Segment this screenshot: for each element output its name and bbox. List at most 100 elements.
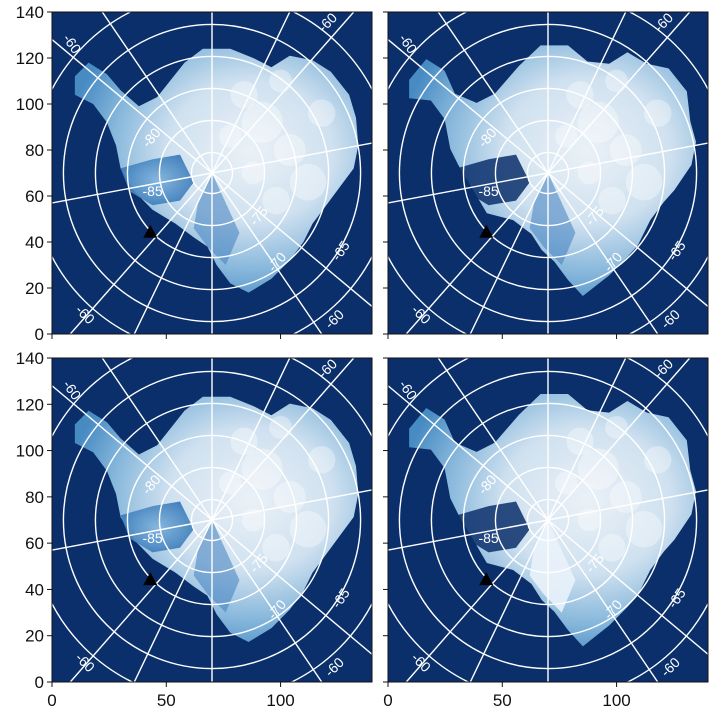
station-marker xyxy=(479,224,494,238)
y-tick-label: 0 xyxy=(35,673,44,692)
meridian-line xyxy=(211,172,372,307)
axes-frame xyxy=(51,11,373,335)
sector-shading xyxy=(193,173,240,265)
sector-shading xyxy=(529,520,576,613)
y-tick-label: 140 xyxy=(16,349,44,368)
meridian-line xyxy=(437,12,549,174)
meridian-line xyxy=(388,172,549,204)
y-tick-label: 20 xyxy=(25,627,44,646)
meridian-line xyxy=(101,12,213,174)
meridian-line xyxy=(547,489,708,521)
meridian-line xyxy=(388,39,549,174)
x-tick-label: 100 xyxy=(602,691,630,710)
y-tick-label: 100 xyxy=(16,442,44,461)
ice-texture-blob xyxy=(609,134,642,166)
meridian-line xyxy=(133,172,213,334)
meridian-line xyxy=(211,142,372,174)
ice-texture-blob xyxy=(289,163,327,201)
y-tick-label: 0 xyxy=(35,325,44,344)
axes-frame xyxy=(387,11,709,335)
meridian-line xyxy=(547,12,627,174)
meridian-line xyxy=(211,489,372,521)
x-tick-label: 0 xyxy=(47,691,56,710)
ice-texture-blob xyxy=(625,510,663,548)
ice-shelf-region xyxy=(456,501,530,553)
ice-texture-blob xyxy=(241,448,283,490)
sector-shading xyxy=(193,520,240,613)
sector-shading xyxy=(529,173,576,265)
meridian-line xyxy=(211,172,323,334)
meridian-line xyxy=(547,358,691,521)
latitude-label: -85 xyxy=(478,183,498,199)
y-tick-label: 20 xyxy=(25,279,44,298)
meridian-line xyxy=(101,358,213,521)
axes-frame xyxy=(387,357,709,683)
meridian-line xyxy=(388,519,549,551)
meridian-line xyxy=(388,385,549,521)
ice-texture-blob xyxy=(577,508,601,532)
x-tick-label: 50 xyxy=(157,691,176,710)
meridian-line xyxy=(469,519,549,682)
latitude-label: -85 xyxy=(142,530,162,546)
meridian-line xyxy=(547,358,627,521)
ice-shelf-region xyxy=(120,501,194,553)
meridian-line xyxy=(52,39,213,174)
ice-texture-blob xyxy=(644,99,672,127)
y-tick-label: 60 xyxy=(25,534,44,553)
ice-texture-blob xyxy=(262,186,290,215)
continent-field xyxy=(409,45,696,297)
y-tick-label: 40 xyxy=(25,233,44,252)
ice-texture-blob xyxy=(598,186,626,215)
meridian-line xyxy=(211,358,291,521)
y-tick-label: 120 xyxy=(16,395,44,414)
meridian-line xyxy=(69,172,213,334)
meridian-line xyxy=(133,519,213,682)
ice-shelf-region xyxy=(120,154,194,206)
ice-texture-blob xyxy=(577,101,619,143)
y-tick-label: 140 xyxy=(16,3,44,22)
map-panel: -60-60-60 -60-80-85-75-70 -650 50 100 xyxy=(383,357,709,710)
latitude-label: -85 xyxy=(142,183,162,199)
station-marker xyxy=(143,572,158,586)
ice-texture-blob xyxy=(289,510,327,548)
meridian-line xyxy=(405,172,549,334)
meridian-line xyxy=(52,519,213,551)
ice-texture-blob xyxy=(273,480,306,513)
meridian-line xyxy=(69,519,213,682)
meridian-line xyxy=(547,12,691,174)
ice-texture-blob xyxy=(644,446,672,474)
latitude-label: -85 xyxy=(478,530,498,546)
meridian-line xyxy=(52,172,213,204)
ice-texture-blob xyxy=(605,416,628,439)
ice-shelf-region xyxy=(456,154,530,206)
ice-texture-blob xyxy=(577,161,601,185)
meridian-line xyxy=(211,12,291,174)
map-panel: -60-60-60 -60-80-85-75-70 -65 xyxy=(383,11,709,339)
y-tick-label: 100 xyxy=(16,95,44,114)
y-tick-label: 80 xyxy=(25,488,44,507)
ice-texture-blob xyxy=(577,448,619,490)
meridian-line xyxy=(547,172,659,334)
ice-texture-blob xyxy=(308,99,336,127)
x-tick-label: 50 xyxy=(493,691,512,710)
x-tick-label: 100 xyxy=(266,691,294,710)
map-panel: -60-60-60 -60-80-85-75-70 -650204060801001… xyxy=(16,3,373,344)
ice-texture-blob xyxy=(609,480,642,513)
y-tick-label: 80 xyxy=(25,141,44,160)
ice-texture-blob xyxy=(308,446,336,474)
meridian-line xyxy=(211,12,355,174)
ice-texture-blob xyxy=(625,163,663,201)
ice-texture-blob xyxy=(598,534,626,562)
map-panel: -60-60-60 -60-80-85-75-70 -650 50 1000204060… xyxy=(16,349,373,710)
ice-texture-blob xyxy=(273,134,306,166)
station-marker xyxy=(479,572,494,586)
meridian-line xyxy=(547,519,659,682)
meridian-line xyxy=(547,172,708,307)
meridian-line xyxy=(211,519,323,682)
meridian-line xyxy=(211,358,355,521)
ice-texture-blob xyxy=(269,416,293,439)
meridian-line xyxy=(405,519,549,682)
x-tick-label: 0 xyxy=(383,691,392,710)
meridian-line xyxy=(547,519,708,655)
